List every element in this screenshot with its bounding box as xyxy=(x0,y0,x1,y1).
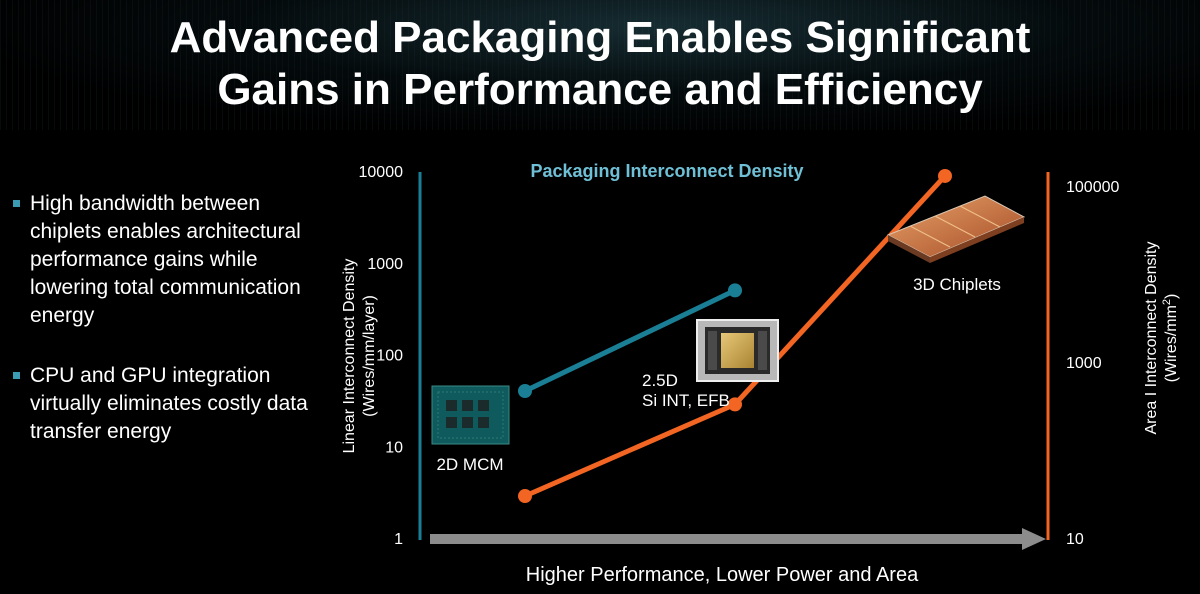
header-background xyxy=(0,0,1200,130)
category-label: 2D MCM xyxy=(436,455,503,474)
bullet-item: CPU and GPU integration virtually elimin… xyxy=(8,362,318,446)
left-y-tick-label: 1000 xyxy=(367,256,403,273)
right-y-tick-label: 100000 xyxy=(1066,179,1119,196)
bullet-text: High bandwidth between chiplets enables … xyxy=(30,192,301,327)
slide-title-line-2: Gains in Performance and Efficiency xyxy=(217,65,983,114)
x-axis-arrow-head xyxy=(1022,528,1046,550)
mcm-chip-image xyxy=(431,385,510,445)
left-y-axis-title-line-2: (Wires/mm/layer) xyxy=(361,295,378,417)
linear-density-series-line xyxy=(523,288,737,394)
right-y-axis-title-line-1: Area I Interconnect Density xyxy=(1143,242,1160,435)
category-label-line: 3D Chiplets xyxy=(913,275,1001,294)
right-y-tick-label: 1000 xyxy=(1066,355,1102,372)
bullet-square-icon xyxy=(13,200,20,207)
left-y-axis-title-line-1: Linear Interconnect Density xyxy=(341,259,358,454)
right-y-tick-label: 10 xyxy=(1066,531,1084,548)
bullet-item: High bandwidth between chiplets enables … xyxy=(8,190,318,330)
category-label: 2.5D Si INT, EFB xyxy=(642,371,730,410)
slide-title: Advanced Packaging Enables Significant G… xyxy=(0,12,1200,116)
interposer-chip-image xyxy=(696,319,779,382)
bullet-text: CPU and GPU integration virtually elimin… xyxy=(30,364,308,443)
left-y-axis-title: Linear Interconnect Density (Wires/mm/la… xyxy=(341,259,378,454)
left-y-tick-label: 100 xyxy=(376,348,403,365)
right-y-axis-unit-superscript: 2 xyxy=(1161,299,1173,305)
linear-density-data-point xyxy=(518,384,532,399)
right-y-axis-title-line-2: (Wires/mm2) xyxy=(1161,294,1180,383)
left-y-tick-label: 10 xyxy=(385,439,403,456)
left-y-tick-label: 1 xyxy=(394,531,403,548)
left-y-tick-labels: 1 10 100 1000 10000 xyxy=(359,164,404,548)
bullet-square-icon xyxy=(13,372,20,379)
right-y-tick-labels: 10 1000 100000 xyxy=(1066,179,1119,548)
area-density-data-point xyxy=(518,489,532,504)
linear-density-data-point xyxy=(728,283,742,298)
bullet-list: High bandwidth between chiplets enables … xyxy=(8,190,318,478)
category-label-line: 2D MCM xyxy=(436,455,503,474)
category-label-line: Si INT, EFB xyxy=(642,391,730,410)
area-density-data-point xyxy=(938,168,952,183)
chart-title: Packaging Interconnect Density xyxy=(530,161,803,181)
area-density-data-point xyxy=(728,397,742,412)
right-y-axis-unit-prefix: (Wires/mm xyxy=(1163,305,1180,382)
left-y-tick-label: 10000 xyxy=(359,164,404,181)
slide-title-line-1: Advanced Packaging Enables Significant xyxy=(169,13,1031,62)
category-labels: 2D MCM 2.5D Si INT, EFB 3D Chiplets xyxy=(436,275,1000,474)
series-layer xyxy=(518,168,952,504)
right-y-axis-title: Area I Interconnect Density (Wires/mm2) xyxy=(1143,242,1180,435)
category-label: 3D Chiplets xyxy=(913,275,1001,294)
right-y-axis-unit-suffix: ) xyxy=(1163,294,1180,299)
category-label-line: 2.5D xyxy=(642,371,678,390)
3d-chiplets-image xyxy=(886,195,1026,263)
x-axis-title: Higher Performance, Lower Power and Area xyxy=(526,564,919,586)
